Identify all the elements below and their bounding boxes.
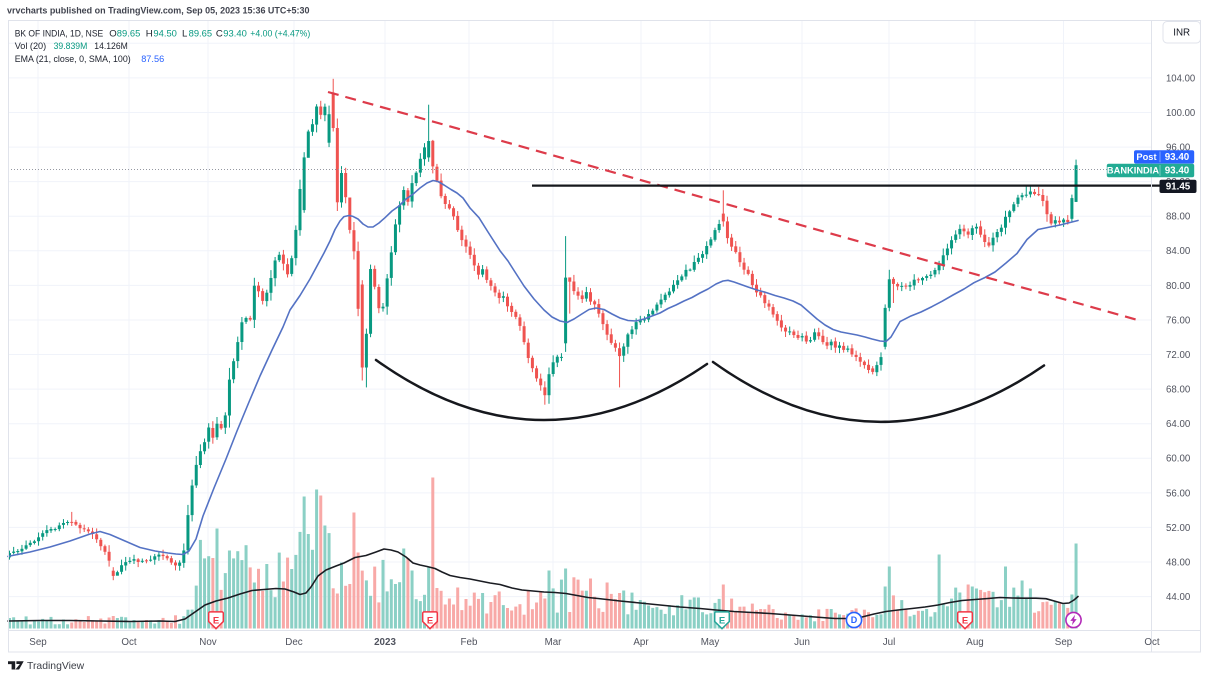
svg-text:93.40: 93.40: [223, 29, 247, 40]
svg-text:May: May: [701, 637, 720, 648]
svg-text:14.126M: 14.126M: [94, 41, 128, 52]
svg-text:72.00: 72.00: [1166, 350, 1191, 361]
svg-text:E: E: [962, 615, 968, 626]
svg-text:48.00: 48.00: [1166, 557, 1191, 568]
svg-text:Mar: Mar: [545, 637, 563, 648]
svg-text:Aug: Aug: [966, 637, 983, 648]
svg-text:Oct: Oct: [121, 637, 137, 648]
svg-text:84.00: 84.00: [1166, 246, 1191, 257]
svg-text:39.839M: 39.839M: [54, 41, 88, 52]
svg-text:93.40: 93.40: [1165, 152, 1190, 163]
svg-text:Sep: Sep: [1055, 637, 1073, 648]
svg-text:60.00: 60.00: [1166, 454, 1191, 465]
svg-text:+4.00 (+4.47%): +4.00 (+4.47%): [250, 29, 310, 40]
svg-text:INR: INR: [1173, 28, 1190, 39]
svg-text:64.00: 64.00: [1166, 419, 1191, 430]
svg-text:2023: 2023: [374, 637, 396, 648]
svg-text:BANKINDIA: BANKINDIA: [1107, 166, 1159, 176]
svg-text:Oct: Oct: [1144, 637, 1160, 648]
svg-text:88.00: 88.00: [1166, 212, 1191, 223]
svg-text:96.00: 96.00: [1166, 143, 1191, 154]
svg-text:E: E: [427, 615, 433, 626]
svg-text:EMA (21, close, 0, SMA, 100): EMA (21, close, 0, SMA, 100): [15, 54, 131, 65]
svg-text:104.00: 104.00: [1166, 73, 1196, 84]
svg-text:56.00: 56.00: [1166, 488, 1191, 499]
svg-text:87.56: 87.56: [141, 54, 164, 65]
svg-text:BK OF INDIA, 1D, NSE: BK OF INDIA, 1D, NSE: [15, 29, 104, 40]
svg-text:52.00: 52.00: [1166, 523, 1191, 534]
svg-text:93.40: 93.40: [1165, 166, 1190, 177]
svg-text:C: C: [216, 29, 223, 40]
svg-text:Dec: Dec: [285, 637, 303, 648]
svg-text:44.00: 44.00: [1166, 592, 1191, 603]
svg-text:100.00: 100.00: [1166, 108, 1196, 119]
svg-text:80.00: 80.00: [1166, 281, 1191, 292]
svg-text:Jun: Jun: [794, 637, 810, 648]
svg-text:Sep: Sep: [29, 637, 47, 648]
svg-text:Jul: Jul: [883, 637, 896, 648]
svg-text:E: E: [719, 615, 725, 626]
svg-text:94.50: 94.50: [153, 29, 177, 40]
svg-text:Post: Post: [1136, 152, 1156, 162]
svg-text:Nov: Nov: [199, 637, 217, 648]
svg-text:O: O: [109, 29, 116, 40]
svg-text:Feb: Feb: [461, 637, 478, 648]
svg-text:TradingView: TradingView: [27, 661, 85, 672]
svg-text:vrvcharts published on Trading: vrvcharts published on TradingView.com, …: [7, 6, 310, 17]
svg-text:H: H: [146, 29, 153, 40]
svg-text:Vol (20): Vol (20): [15, 41, 47, 52]
svg-text:L: L: [182, 29, 188, 40]
svg-text:91.45: 91.45: [1166, 182, 1191, 193]
svg-text:Apr: Apr: [633, 637, 649, 648]
svg-text:D: D: [851, 615, 858, 625]
svg-text:E: E: [213, 615, 219, 626]
svg-text:76.00: 76.00: [1166, 315, 1191, 326]
svg-text:68.00: 68.00: [1166, 385, 1191, 396]
svg-text:89.65: 89.65: [117, 29, 141, 40]
svg-text:89.65: 89.65: [189, 29, 213, 40]
